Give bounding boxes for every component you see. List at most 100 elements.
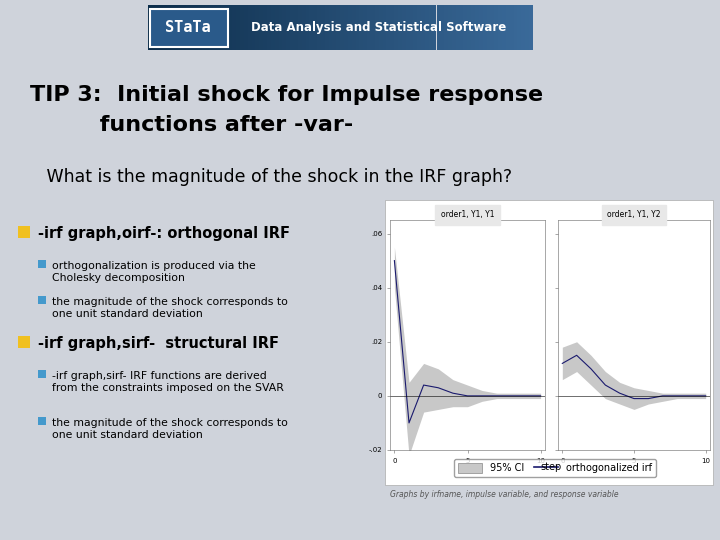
Bar <box>248 5 251 50</box>
Bar <box>479 5 482 50</box>
Bar <box>344 5 348 50</box>
Bar <box>525 5 529 50</box>
Text: TIP 3:  Initial shock for Impulse response: TIP 3: Initial shock for Impulse respons… <box>30 85 543 105</box>
Bar <box>271 5 275 50</box>
Bar <box>529 5 533 50</box>
Bar <box>148 5 151 50</box>
Title: order1, Y1, Y1: order1, Y1, Y1 <box>441 210 494 219</box>
Bar <box>205 5 210 50</box>
Bar <box>198 5 202 50</box>
Bar <box>290 5 294 50</box>
Bar <box>402 5 405 50</box>
Bar <box>210 5 213 50</box>
Bar <box>174 5 179 50</box>
Bar <box>294 5 298 50</box>
Bar <box>502 5 506 50</box>
Bar <box>233 5 236 50</box>
Bar <box>405 5 410 50</box>
Bar <box>421 5 425 50</box>
Bar <box>179 5 182 50</box>
Bar <box>259 5 264 50</box>
Bar <box>498 5 502 50</box>
Bar <box>417 5 421 50</box>
Bar <box>305 5 310 50</box>
Bar <box>267 5 271 50</box>
Bar <box>298 5 302 50</box>
Bar <box>310 5 313 50</box>
Bar <box>487 5 490 50</box>
Bar <box>387 5 390 50</box>
Bar <box>182 5 186 50</box>
Bar <box>475 5 479 50</box>
Bar <box>410 5 413 50</box>
Bar <box>167 5 171 50</box>
Bar <box>379 5 382 50</box>
Bar <box>317 5 321 50</box>
Text: the magnitude of the shock corresponds to
one unit standard deviation: the magnitude of the shock corresponds t… <box>52 297 288 319</box>
Bar <box>228 5 233 50</box>
Title: order1, Y1, Y2: order1, Y1, Y2 <box>607 210 661 219</box>
Bar <box>186 5 190 50</box>
Bar <box>236 5 240 50</box>
Bar <box>382 5 387 50</box>
Text: STaTa: STaTa <box>165 21 211 35</box>
Bar <box>264 5 267 50</box>
Bar <box>287 5 290 50</box>
Bar <box>190 5 194 50</box>
Bar <box>494 5 498 50</box>
Bar <box>38 417 46 425</box>
Bar <box>356 5 359 50</box>
Bar <box>506 5 510 50</box>
Bar <box>217 5 221 50</box>
Bar <box>375 5 379 50</box>
Bar <box>221 5 225 50</box>
Bar <box>159 5 163 50</box>
Bar <box>171 5 174 50</box>
FancyBboxPatch shape <box>150 9 228 47</box>
Bar <box>448 5 452 50</box>
Bar <box>328 5 333 50</box>
Bar <box>510 5 513 50</box>
Bar <box>336 5 340 50</box>
Text: -irf graph,sirf-  structural IRF: -irf graph,sirf- structural IRF <box>38 336 279 351</box>
Legend: 95% CI, orthogonalized irf: 95% CI, orthogonalized irf <box>454 459 656 477</box>
Bar <box>240 5 244 50</box>
Bar <box>464 5 467 50</box>
Bar <box>352 5 356 50</box>
Bar <box>275 5 279 50</box>
Bar <box>225 5 228 50</box>
Bar <box>371 5 375 50</box>
Bar <box>38 370 46 378</box>
Bar <box>18 336 30 348</box>
Bar <box>156 5 159 50</box>
Bar <box>441 5 444 50</box>
Bar <box>302 5 305 50</box>
Text: -irf graph,sirf- IRF functions are derived
from the constraints imposed on the S: -irf graph,sirf- IRF functions are deriv… <box>52 371 284 393</box>
Bar <box>279 5 282 50</box>
Bar <box>244 5 248 50</box>
Bar <box>194 5 198 50</box>
Bar <box>467 5 471 50</box>
Bar <box>385 200 713 485</box>
Bar <box>413 5 417 50</box>
Bar <box>202 5 205 50</box>
Bar <box>433 5 436 50</box>
Text: What is the magnitude of the shock in the IRF graph?: What is the magnitude of the shock in th… <box>30 168 512 186</box>
Bar <box>521 5 525 50</box>
Bar <box>359 5 364 50</box>
Bar <box>348 5 352 50</box>
Bar <box>394 5 398 50</box>
Text: the magnitude of the shock corresponds to
one unit standard deviation: the magnitude of the shock corresponds t… <box>52 418 288 440</box>
Bar <box>282 5 287 50</box>
Bar <box>444 5 448 50</box>
Bar <box>38 260 46 268</box>
Bar <box>452 5 456 50</box>
Bar <box>459 5 464 50</box>
Bar <box>482 5 487 50</box>
Bar <box>367 5 371 50</box>
Text: orthogonalization is produced via the
Cholesky decomposition: orthogonalization is produced via the Ch… <box>52 261 256 282</box>
Text: Graphs by irfname, impulse variable, and response variable: Graphs by irfname, impulse variable, and… <box>390 490 618 499</box>
Bar <box>313 5 317 50</box>
Bar <box>18 226 30 238</box>
Bar <box>490 5 494 50</box>
